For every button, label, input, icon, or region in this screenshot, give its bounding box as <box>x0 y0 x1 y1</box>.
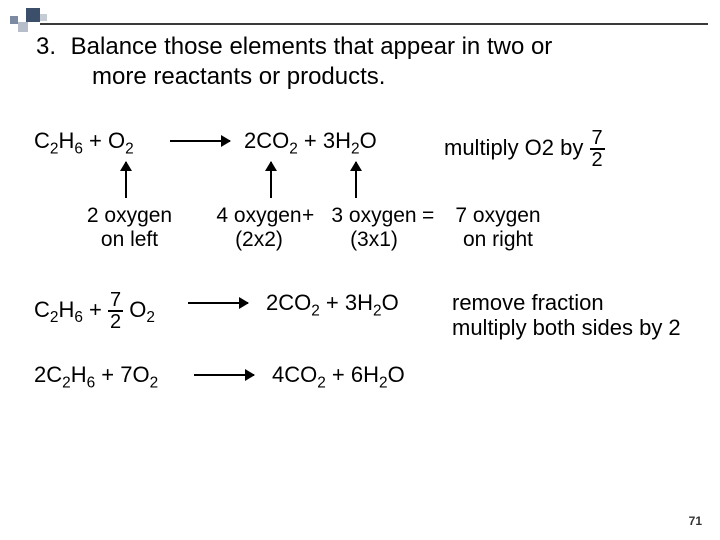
annot-mid1: 4 oxygen (2x2) <box>204 204 314 252</box>
annot-plus: + <box>302 204 314 228</box>
heading-line2: more reactants or products. <box>36 62 696 92</box>
arrow-up-icon <box>270 162 272 198</box>
arrow-right-icon <box>194 374 254 376</box>
annot-mid2: 3 oxygen (3x1) <box>318 204 430 252</box>
eq2-note: remove fraction multiply both sides by 2 <box>452 290 681 341</box>
eq3-rhs: 4CO2 + 6H2O <box>272 362 405 392</box>
eq1-note: multiply O2 by 7 2 <box>444 128 605 170</box>
fraction: 7 2 <box>590 128 605 170</box>
step-heading: 3. Balance those elements that appear in… <box>36 32 696 92</box>
arrow-up-icon <box>355 162 357 198</box>
note-text: multiply O2 by <box>444 135 583 160</box>
fraction: 7 2 <box>108 290 123 332</box>
eq2-rhs: 2CO2 + 3H2O <box>266 290 399 320</box>
eq1-rhs: 2CO2 + 3H2O <box>244 128 377 158</box>
annot-left: 2 oxygen on left <box>72 204 187 252</box>
eq3-lhs: 2C2H6 + 7O2 <box>34 362 158 392</box>
annot-right: 7 oxygen on right <box>438 204 558 252</box>
arrow-right-icon <box>170 140 230 142</box>
arrow-up-icon <box>125 162 127 198</box>
eq1-lhs: C2H6 + O2 <box>34 128 134 158</box>
page-number: 71 <box>689 514 702 528</box>
step-number: 3. <box>36 32 64 62</box>
top-rule <box>40 23 708 25</box>
annot-eq: = <box>422 204 434 228</box>
eq2-lhs: C2H6 + 7 2 O2 <box>34 290 155 332</box>
heading-line1: Balance those elements that appear in tw… <box>71 33 553 60</box>
arrow-right-icon <box>188 302 248 304</box>
